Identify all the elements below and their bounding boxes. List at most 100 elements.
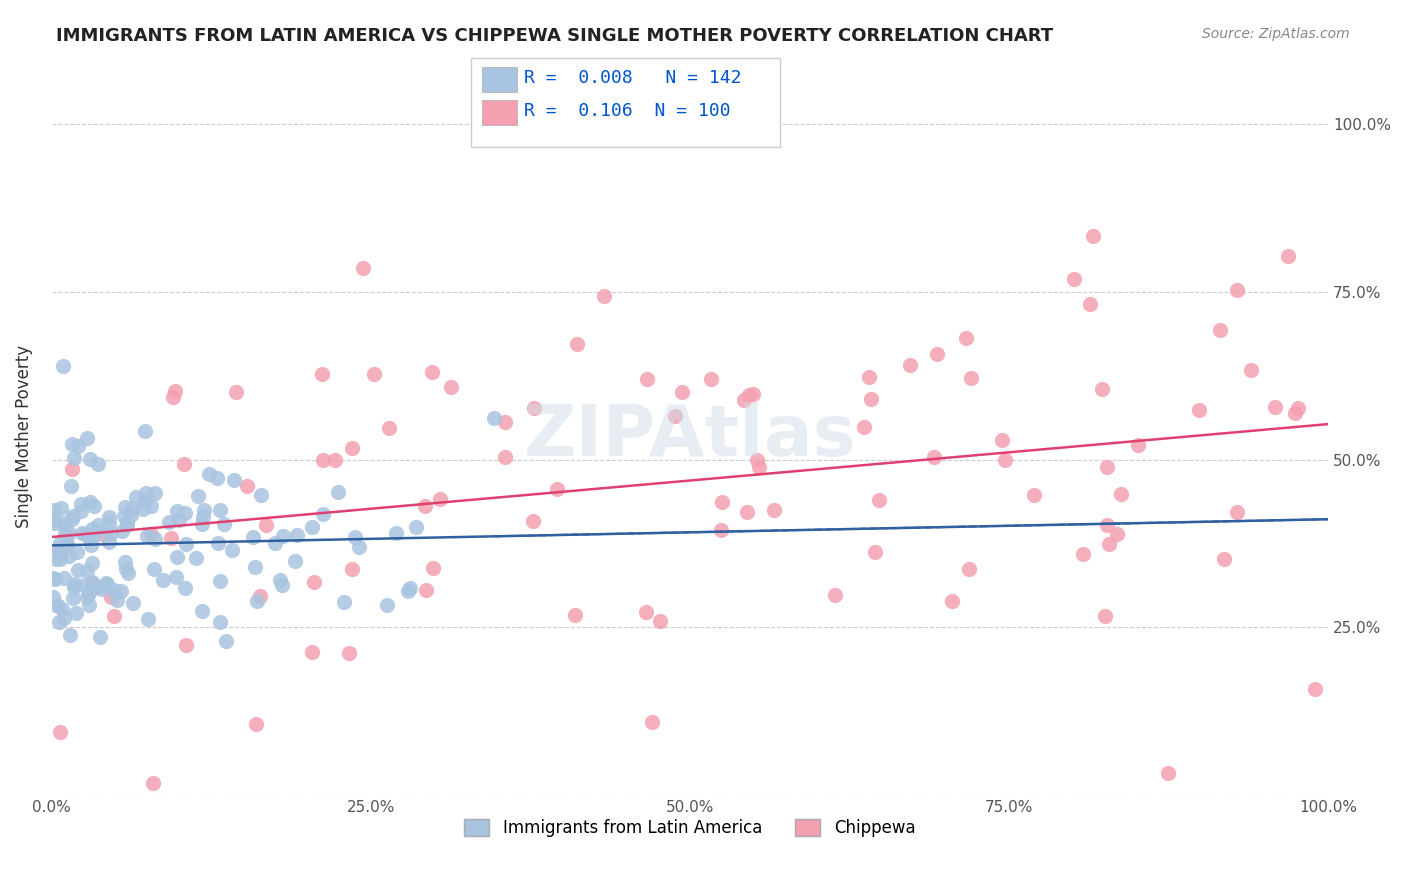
Point <box>117 566 139 581</box>
Point <box>340 441 363 455</box>
Point <box>79 452 101 467</box>
Point <box>62 437 84 451</box>
Text: ZIPAtlas: ZIPAtlas <box>523 401 856 471</box>
Point <box>42 591 65 605</box>
Point <box>859 392 882 406</box>
Point <box>165 384 187 398</box>
Point <box>263 536 285 550</box>
Point <box>162 390 184 404</box>
Point <box>484 410 506 425</box>
Point <box>208 574 231 588</box>
Point <box>62 509 84 524</box>
Point <box>191 517 214 532</box>
Point <box>67 439 90 453</box>
Point <box>699 372 721 386</box>
Point <box>49 546 72 560</box>
Point <box>991 434 1014 448</box>
Point <box>564 607 586 622</box>
Point <box>209 615 232 629</box>
Point <box>494 450 516 465</box>
Point <box>70 497 93 511</box>
Point <box>546 482 568 496</box>
Point <box>48 543 70 558</box>
Point <box>136 529 159 543</box>
Point <box>225 384 247 399</box>
Point <box>567 336 589 351</box>
Point <box>1071 547 1094 561</box>
Point <box>48 552 70 566</box>
Point <box>733 392 755 407</box>
Point <box>134 424 156 438</box>
Point <box>1209 323 1232 337</box>
Point <box>413 500 436 514</box>
Point <box>420 365 443 379</box>
Text: R =  0.008   N = 142: R = 0.008 N = 142 <box>524 69 742 87</box>
Point <box>1094 608 1116 623</box>
Point <box>45 551 67 566</box>
Point <box>100 591 122 605</box>
Point <box>284 554 307 568</box>
Point <box>352 260 374 275</box>
Point <box>114 500 136 514</box>
Point <box>120 508 142 522</box>
Point <box>166 549 188 564</box>
Point <box>184 550 207 565</box>
Point <box>86 524 108 538</box>
Point <box>853 419 876 434</box>
Point <box>44 572 66 586</box>
Point <box>77 598 100 612</box>
Point <box>110 524 132 538</box>
Point <box>159 515 181 529</box>
Point <box>83 500 105 514</box>
Point <box>1305 681 1327 696</box>
Point <box>58 525 80 540</box>
Point <box>333 595 356 609</box>
Point <box>197 467 219 481</box>
Point <box>132 501 155 516</box>
Point <box>76 564 98 578</box>
Point <box>1078 296 1101 310</box>
Point <box>1226 284 1249 298</box>
Point <box>76 431 98 445</box>
Point <box>80 575 103 590</box>
Point <box>145 533 167 547</box>
Point <box>193 502 215 516</box>
Point <box>86 580 108 594</box>
Point <box>63 576 86 591</box>
Point <box>44 516 66 530</box>
Point <box>166 504 188 518</box>
Point <box>82 530 104 544</box>
Point <box>994 452 1017 467</box>
Point <box>960 371 983 385</box>
Point <box>59 627 82 641</box>
Point <box>271 529 294 543</box>
Point <box>440 380 463 394</box>
Point <box>301 645 323 659</box>
Y-axis label: Single Mother Poverty: Single Mother Poverty <box>15 344 32 528</box>
Point <box>1128 437 1150 451</box>
Point <box>415 583 437 598</box>
Point <box>65 606 87 620</box>
Point <box>103 582 125 597</box>
Point <box>174 537 197 551</box>
Point <box>312 507 335 521</box>
Point <box>824 588 846 602</box>
Point <box>63 580 86 594</box>
Text: Source: ZipAtlas.com: Source: ZipAtlas.com <box>1202 27 1350 41</box>
Point <box>762 502 785 516</box>
Point <box>176 639 198 653</box>
Point <box>1109 487 1132 501</box>
Point <box>138 612 160 626</box>
Point <box>53 523 76 537</box>
Point <box>1091 382 1114 396</box>
Point <box>42 571 65 585</box>
Point <box>745 453 768 467</box>
Point <box>311 453 333 467</box>
Point <box>375 598 398 612</box>
Point <box>70 504 93 518</box>
Point <box>77 586 100 600</box>
Point <box>347 540 370 554</box>
Point <box>53 611 76 625</box>
Point <box>957 561 980 575</box>
Point <box>748 460 770 475</box>
